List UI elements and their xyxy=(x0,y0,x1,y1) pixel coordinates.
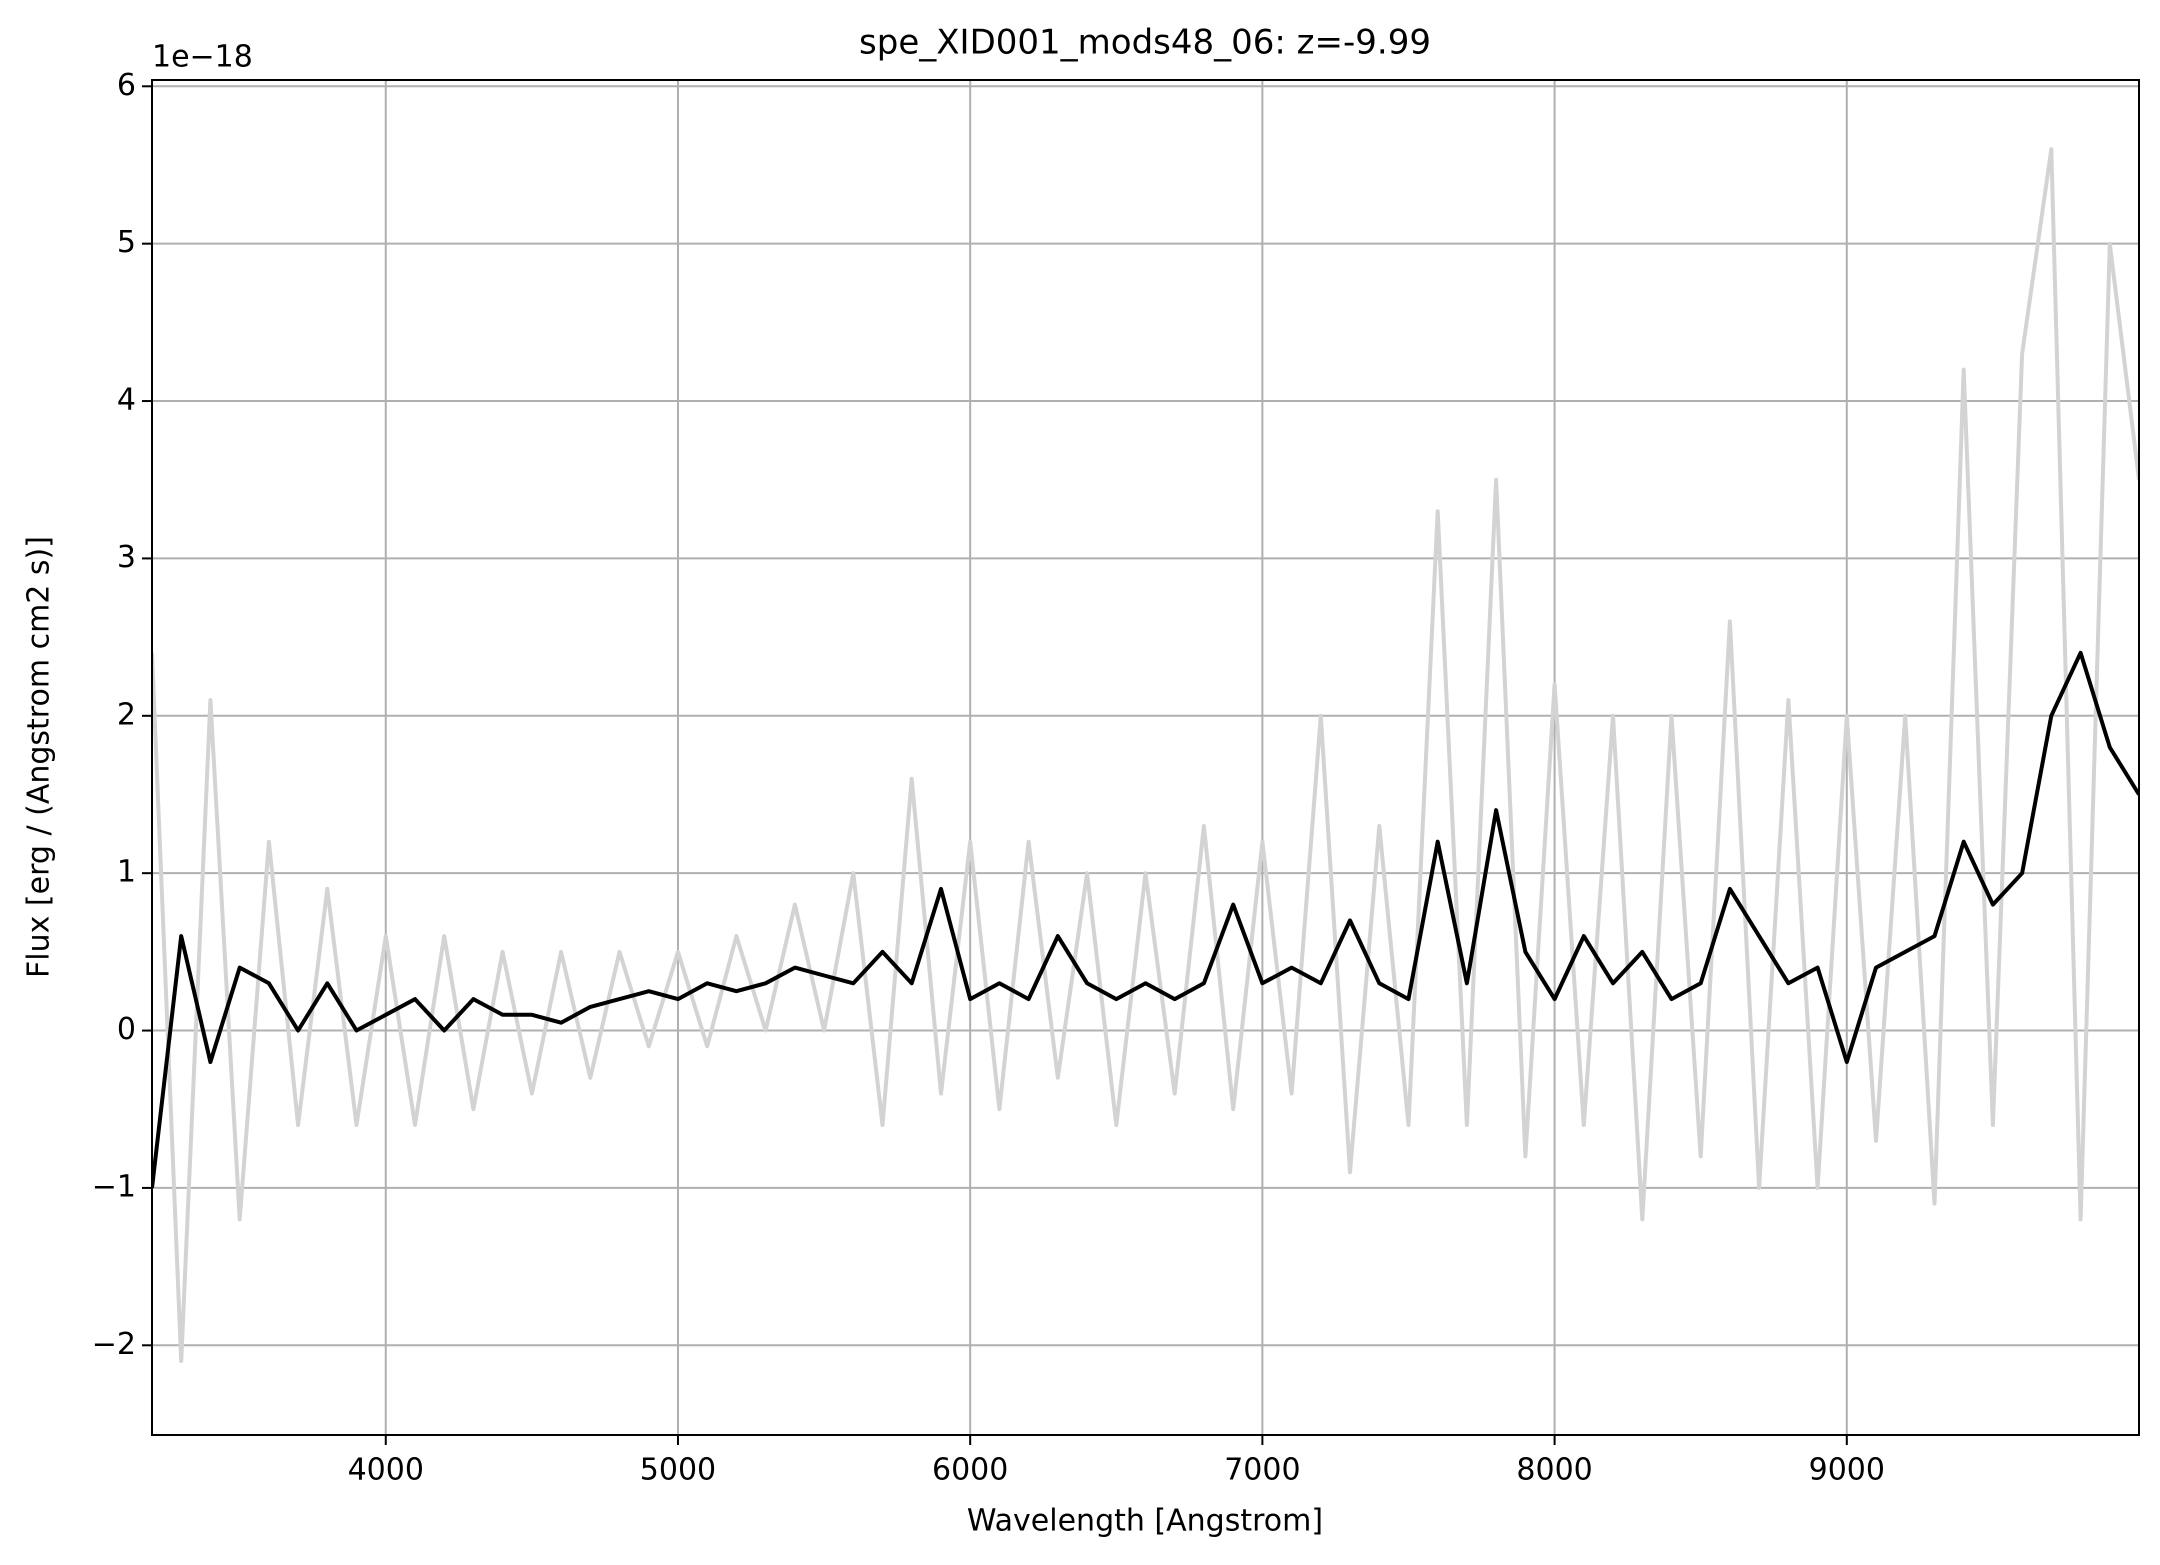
x-tick-label: 5000 xyxy=(640,1453,716,1488)
y-axis-label: Flux [erg / (Angstrom cm2 s)] xyxy=(22,536,57,978)
x-axis-label: Wavelength [Angstrom] xyxy=(967,1504,1323,1539)
spectrum-line xyxy=(152,650,2139,1189)
y-offset-label: 1e−18 xyxy=(152,40,253,75)
y-tick-label: −2 xyxy=(92,1327,136,1362)
y-tick-label: 5 xyxy=(117,225,136,260)
chart-title: spe_XID001_mods48_06: z=-9.99 xyxy=(859,23,1431,63)
y-tick-label: 1 xyxy=(117,855,136,890)
y-tick-label: 6 xyxy=(117,68,136,103)
x-tick-label: 9000 xyxy=(1809,1453,1885,1488)
y-tick-label: 3 xyxy=(117,540,136,575)
x-tick-label: 6000 xyxy=(932,1453,1008,1488)
y-tick-label: −1 xyxy=(92,1169,136,1204)
y-tick-label: 4 xyxy=(117,383,136,418)
x-tick-label: 8000 xyxy=(1516,1453,1592,1488)
plot-frame xyxy=(151,79,2140,1436)
x-tick-label: 4000 xyxy=(348,1453,424,1488)
spectrum-line xyxy=(152,147,2139,1363)
y-tick-label: 0 xyxy=(117,1012,136,1047)
y-tick-label: 2 xyxy=(117,697,136,732)
x-tick-label: 7000 xyxy=(1224,1453,1300,1488)
